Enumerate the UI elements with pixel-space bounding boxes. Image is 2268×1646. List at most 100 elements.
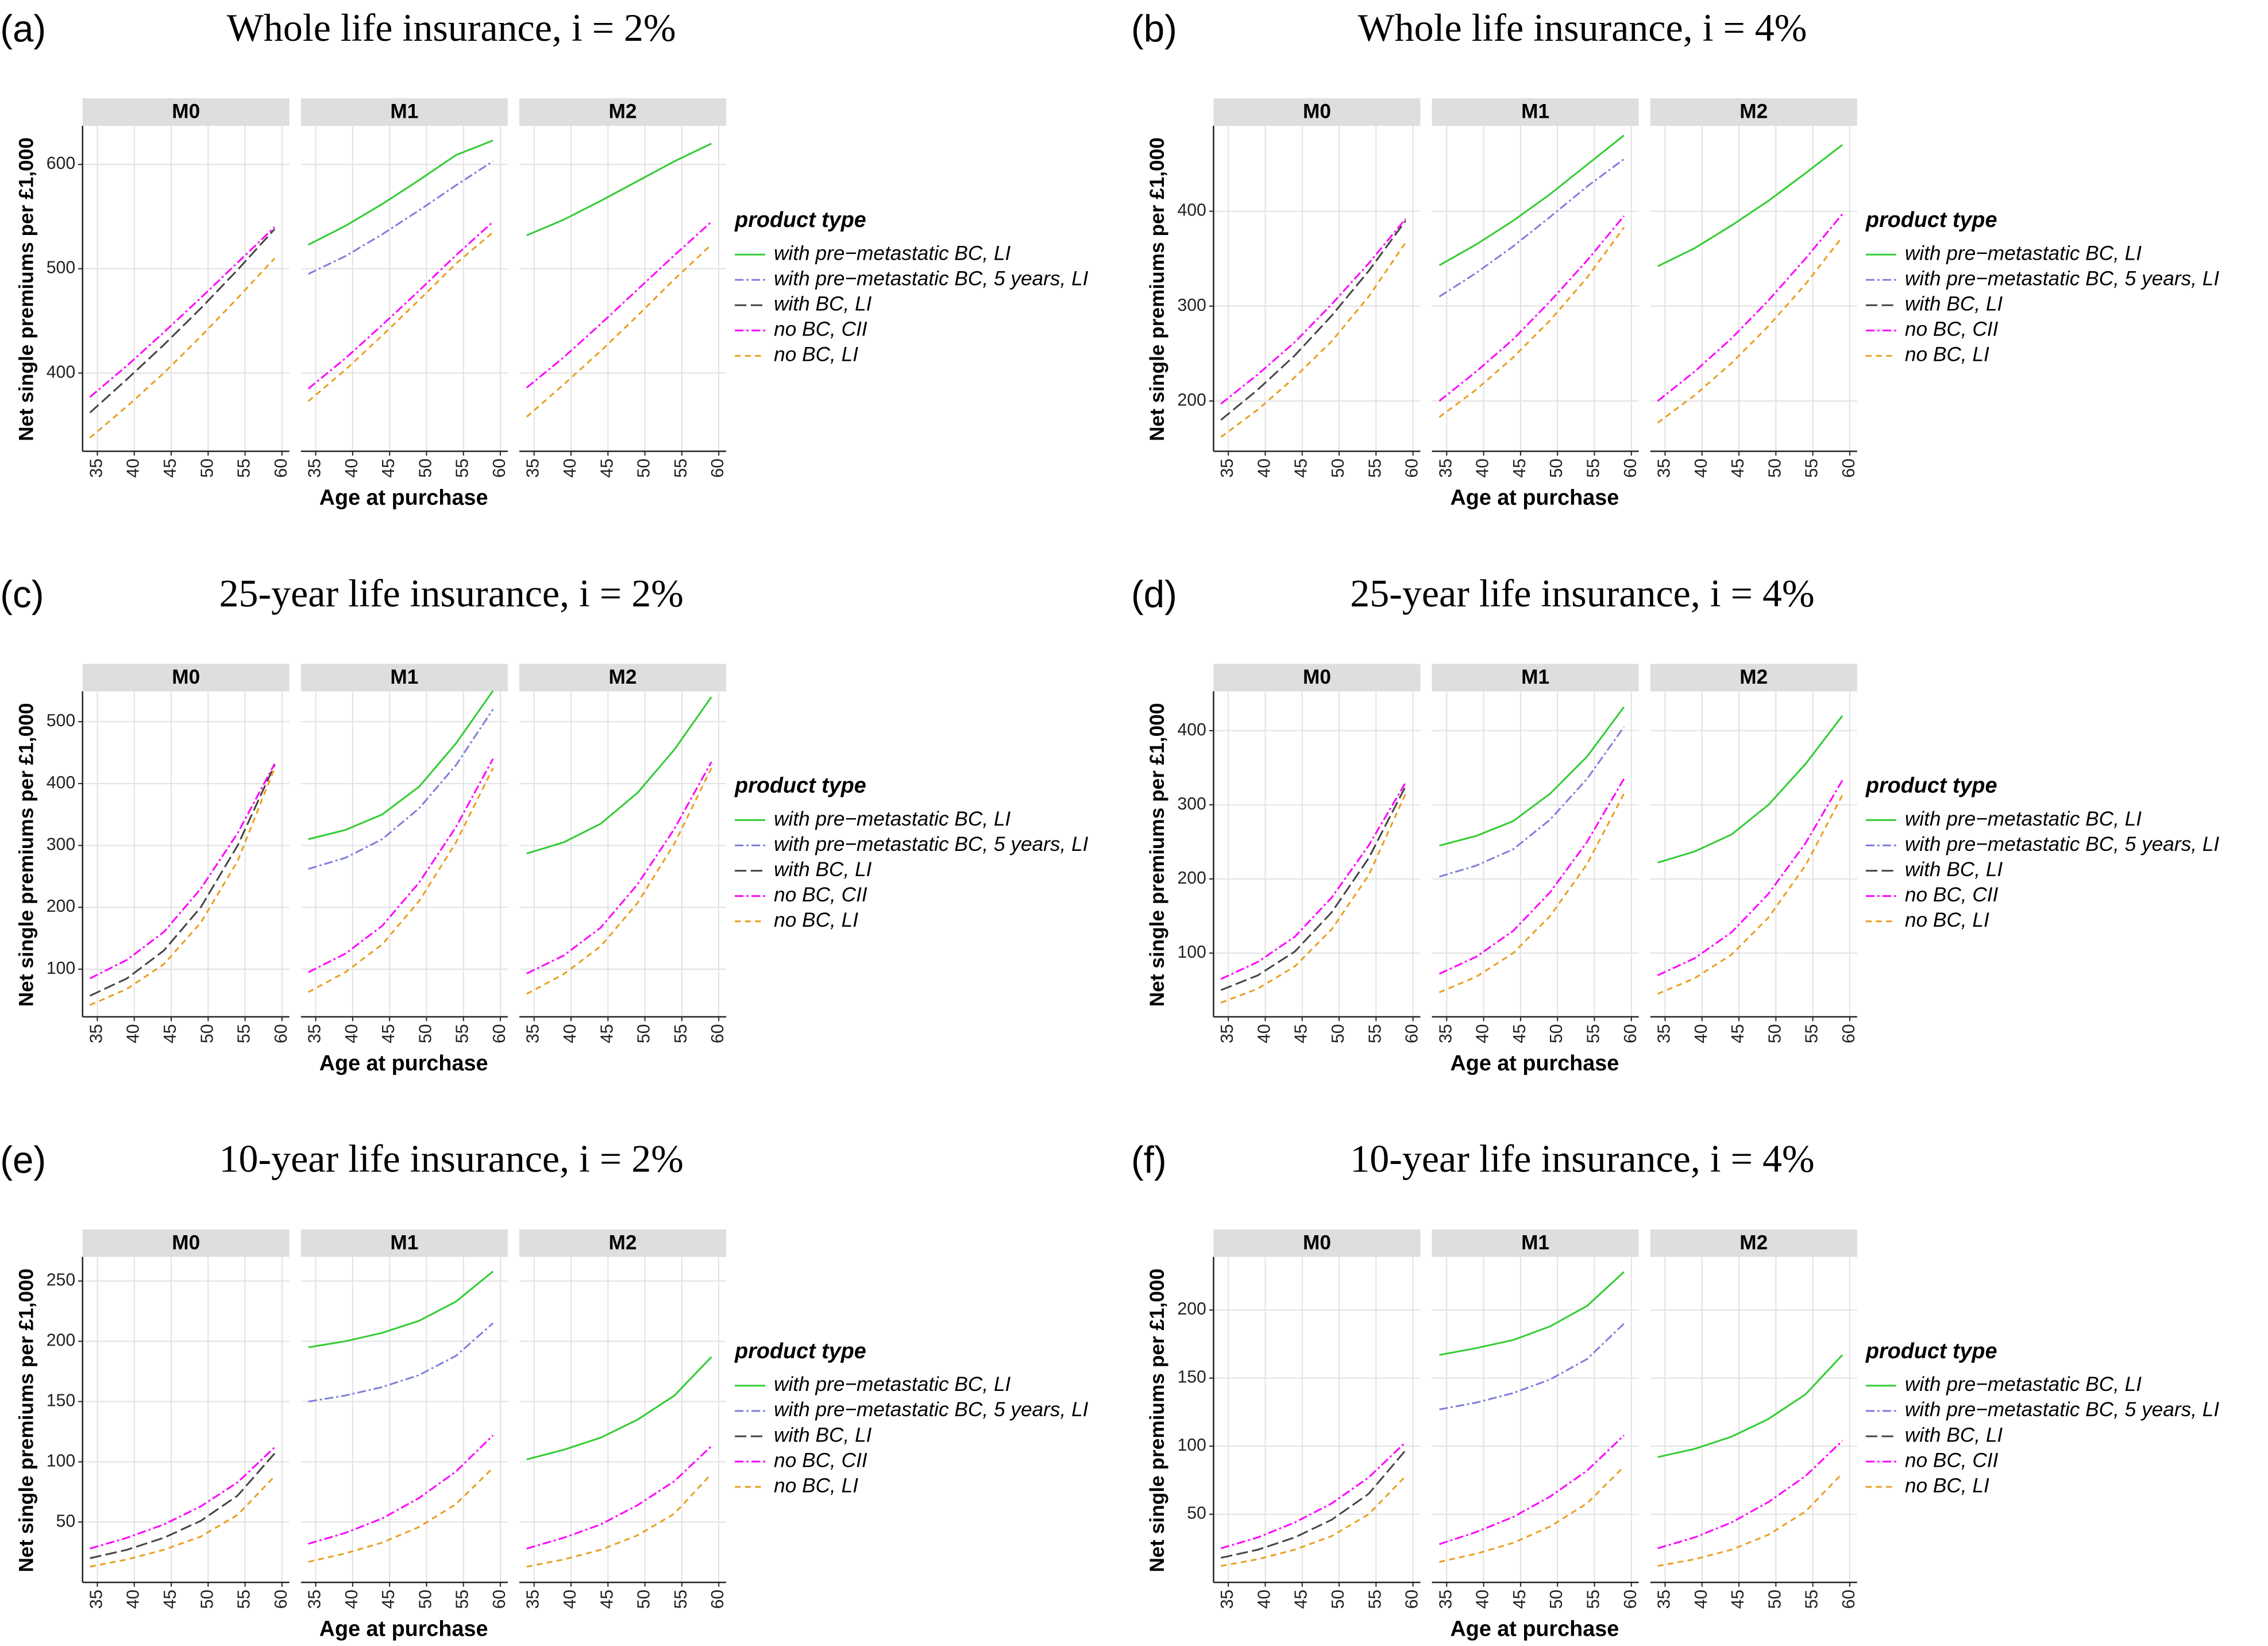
y-tick-label: 200 — [47, 897, 75, 916]
legend-label: with pre−metastatic BC, LI — [1905, 808, 2142, 830]
x-tick-label: 50 — [198, 458, 217, 478]
x-tick-label: 40 — [1255, 1590, 1274, 1609]
legend-label: no BC, LI — [1905, 909, 1989, 931]
series-line — [89, 257, 276, 439]
series-line — [1657, 236, 1843, 424]
x-tick-label: 55 — [672, 1024, 691, 1043]
facet-label: M2 — [609, 101, 637, 123]
legend-label: with pre−metastatic BC, LI — [1905, 242, 2142, 264]
x-tick-label: 45 — [379, 1590, 398, 1609]
x-tick-label: 50 — [1765, 1024, 1784, 1043]
x-tick-label: 45 — [161, 458, 180, 478]
legend-title: product type — [1865, 774, 1997, 798]
series-line — [89, 228, 276, 414]
x-tick-label: 55 — [1366, 458, 1384, 478]
legend-title: product type — [1865, 1339, 1997, 1363]
legend-label: no BC, LI — [774, 1474, 858, 1497]
x-tick-label: 40 — [561, 458, 580, 478]
x-tick-label: 40 — [1255, 458, 1274, 478]
panel-label: (a) — [0, 8, 46, 50]
x-tick-label: 60 — [1621, 458, 1640, 478]
series-line — [526, 761, 712, 974]
series-line — [1220, 782, 1407, 980]
panel-label: (f) — [1131, 1139, 1167, 1181]
series-line — [526, 1445, 712, 1549]
x-tick-label: 40 — [342, 1590, 361, 1609]
panel-label: (e) — [0, 1139, 46, 1181]
y-tick-label: 400 — [47, 363, 75, 381]
x-tick-label: 55 — [453, 1024, 472, 1043]
x-tick-label: 35 — [524, 458, 543, 478]
x-axis-title: Age at purchase — [1451, 486, 1619, 510]
x-tick-label: 35 — [306, 1590, 325, 1609]
facet-strip — [1650, 1229, 1857, 1257]
facet-strip — [82, 98, 290, 126]
chart: (a) Whole life insurance, i = 2% M0 35 40 45 5… — [0, 6, 1088, 510]
series-line — [308, 1467, 494, 1563]
facet-label: M1 — [1521, 666, 1549, 688]
series-line — [1657, 715, 1843, 864]
x-tick-label: 40 — [342, 1024, 361, 1043]
x-tick-label: 45 — [1729, 1590, 1748, 1609]
x-tick-label: 50 — [416, 1590, 435, 1609]
facet-label: M0 — [1303, 666, 1331, 688]
x-tick-label: 55 — [1803, 1590, 1822, 1609]
facet-label: M0 — [1303, 101, 1331, 123]
legend-label: with pre−metastatic BC, 5 years, LI — [774, 833, 1089, 855]
series-line — [1657, 780, 1843, 976]
series-line — [1220, 242, 1407, 438]
chart: (f) 10-year life insurance, i = 4% M0 35 40 4… — [1131, 1137, 2219, 1641]
x-axis-title: Age at purchase — [1451, 1051, 1619, 1076]
legend-title: product type — [734, 208, 866, 232]
series-line — [1439, 726, 1625, 878]
series-line — [89, 768, 276, 1006]
x-tick-label: 45 — [1510, 1024, 1529, 1043]
x-tick-label: 50 — [1765, 1590, 1784, 1609]
series-line — [308, 140, 493, 246]
legend-label: no BC, LI — [774, 909, 858, 931]
legend-label: with pre−metastatic BC, LI — [774, 1373, 1010, 1396]
y-tick-label: 500 — [47, 711, 75, 730]
x-tick-label: 40 — [342, 458, 361, 478]
series-line — [1220, 1441, 1406, 1549]
series-line — [308, 160, 494, 275]
x-tick-label: 55 — [453, 458, 472, 478]
y-tick-label: 100 — [1177, 943, 1206, 962]
panel-label: (c) — [0, 573, 44, 615]
series-line — [307, 232, 494, 402]
facet-label: M2 — [1739, 666, 1768, 688]
facet-label: M2 — [1739, 1231, 1768, 1254]
x-tick-label: 40 — [1474, 1024, 1492, 1043]
x-tick-label: 50 — [1329, 1024, 1348, 1043]
x-axis-title: Age at purchase — [1451, 1617, 1619, 1641]
series-line — [308, 768, 494, 993]
x-tick-label: 50 — [1765, 458, 1784, 478]
chart: (d) 25-year life insurance, i = 4% M0 35 40 4… — [1131, 571, 2219, 1076]
series-line — [89, 763, 276, 980]
x-tick-label: 60 — [1403, 458, 1422, 478]
series-line — [90, 1452, 276, 1559]
chart-title: Whole life insurance, i = 2% — [227, 6, 676, 49]
legend-title: product type — [1865, 208, 1997, 232]
x-tick-label: 60 — [1403, 1024, 1422, 1043]
series-line — [526, 1356, 712, 1460]
x-tick-label: 55 — [672, 1590, 691, 1609]
x-tick-label: 55 — [1803, 1024, 1822, 1043]
legend-label: no BC, LI — [1905, 344, 1989, 366]
x-tick-label: 55 — [1366, 1024, 1384, 1043]
x-tick-label: 45 — [1292, 1024, 1311, 1043]
legend-label: with BC, LI — [774, 858, 872, 881]
facet-strip — [519, 1229, 727, 1257]
x-tick-label: 45 — [1292, 458, 1311, 478]
x-tick-label: 55 — [235, 458, 254, 478]
panel-label: (b) — [1131, 8, 1177, 50]
legend-label: with BC, LI — [774, 293, 872, 315]
y-tick-label: 600 — [47, 154, 75, 173]
y-tick-label: 300 — [1177, 795, 1206, 814]
legend-label: with pre−metastatic BC, 5 years, LI — [1905, 267, 2220, 290]
x-tick-label: 45 — [597, 1024, 616, 1043]
legend-label: with pre−metastatic BC, 5 years, LI — [1905, 833, 2220, 855]
legend-label: no BC, CII — [774, 1449, 867, 1471]
